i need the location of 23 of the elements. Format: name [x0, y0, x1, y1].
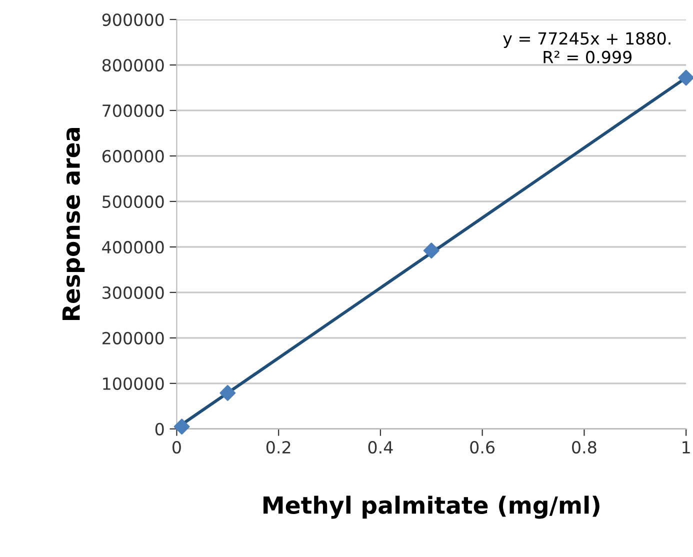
point — [423, 242, 440, 259]
y-tick-label: 700000 — [102, 104, 164, 118]
point — [174, 418, 190, 435]
x-tick-label: 1 — [682, 441, 690, 454]
point — [220, 384, 236, 401]
y-tick-label: 0 — [155, 422, 164, 436]
y-tick-label: 400000 — [102, 240, 164, 254]
y-tick-label: 300000 — [102, 286, 164, 299]
x-tick-label: 0.6 — [470, 440, 495, 454]
y-axis-title: Response area — [62, 128, 85, 320]
y-tick-label: 600000 — [102, 150, 164, 163]
y-tick-label: 100000 — [103, 377, 164, 390]
x-tick-label: 0 — [172, 440, 181, 454]
y-tick-label: 500000 — [102, 195, 164, 208]
x-tick-label: 0.4 — [368, 440, 393, 454]
y-tick-label: 200000 — [102, 332, 164, 344]
x-tick-label: 0.8 — [572, 440, 596, 454]
x-axis-title: Methyl palmitate (mg/ml) — [264, 496, 600, 519]
y-tick-label: 800000 — [102, 58, 164, 72]
y-tick-label: 900000 — [102, 13, 164, 26]
point — [678, 70, 693, 86]
annotation: y = 77245x + 1880. R² = 0.999 — [503, 32, 670, 64]
x-tick-label: 0.2 — [266, 440, 290, 454]
